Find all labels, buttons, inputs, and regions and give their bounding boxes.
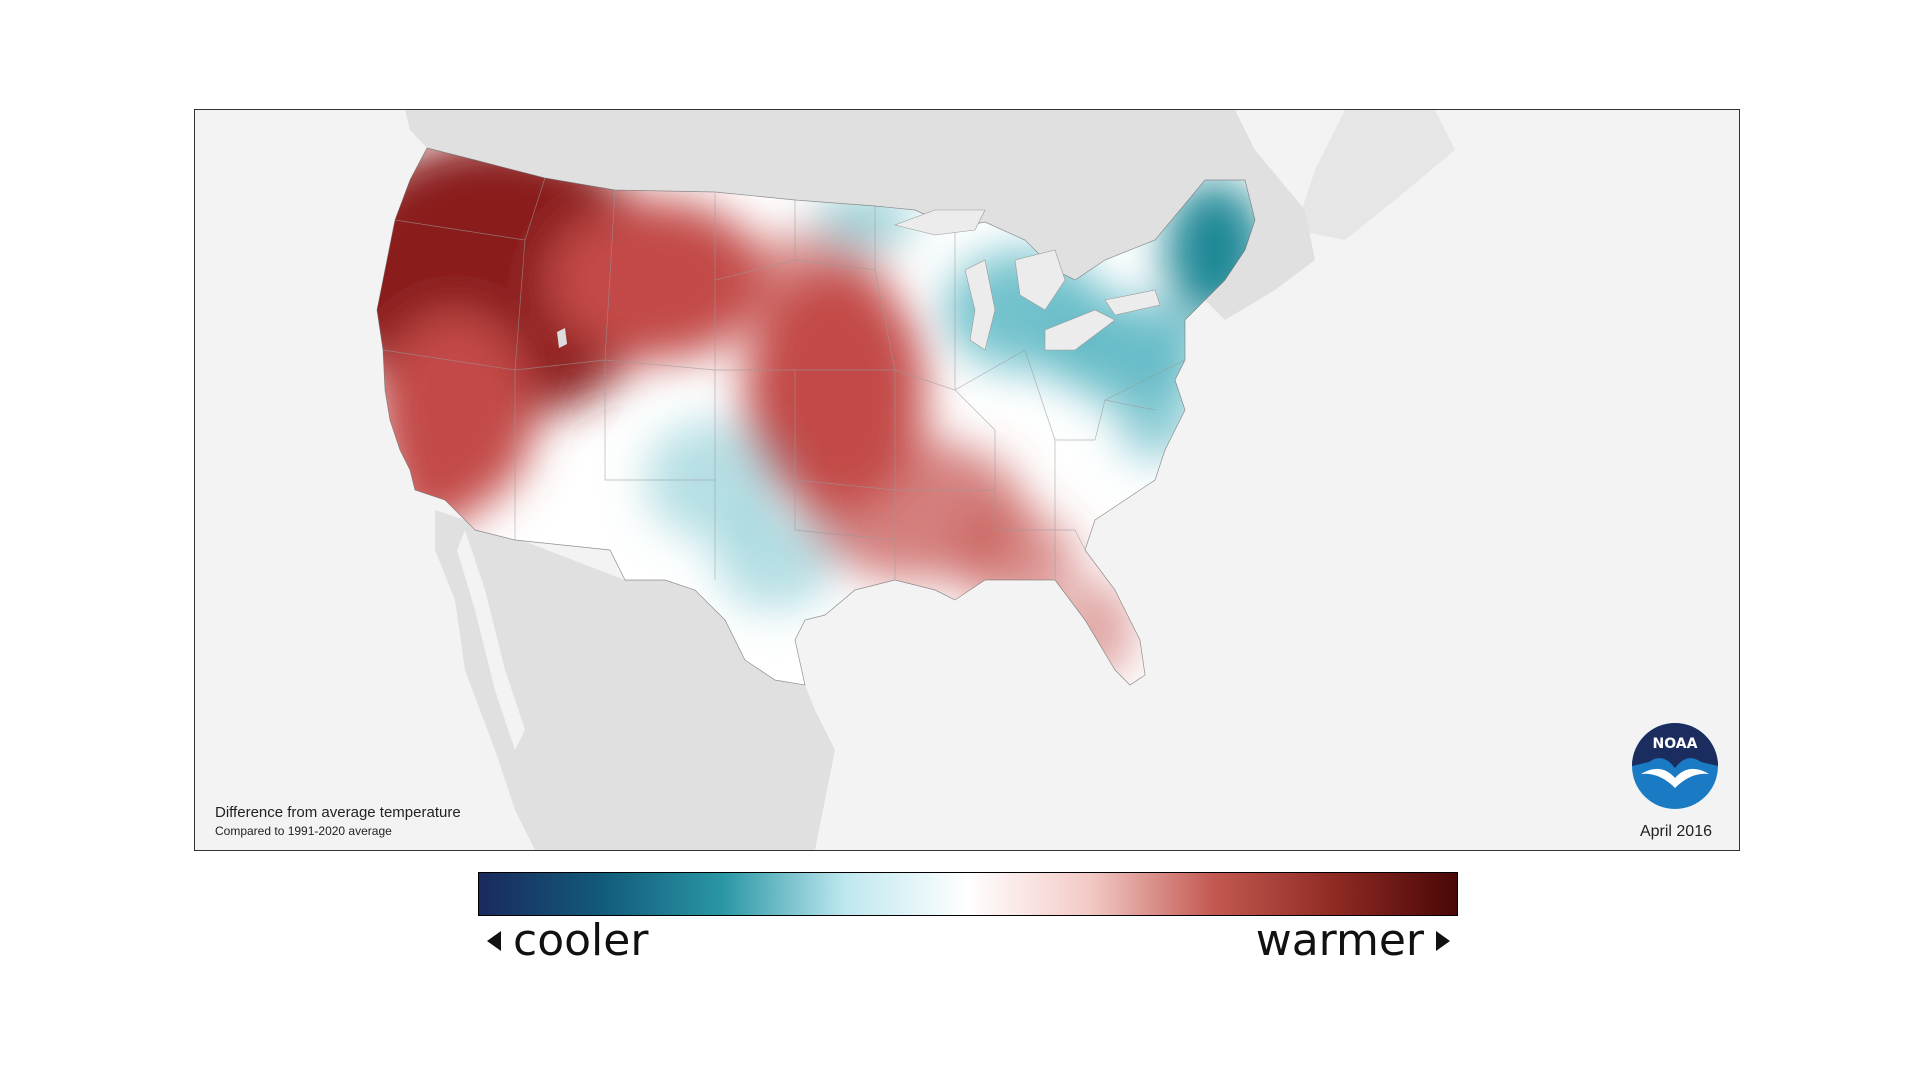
arrow-right-icon — [1436, 930, 1450, 951]
great-lakes — [893, 209, 1161, 351]
caption-title: Difference from average temperature — [215, 804, 461, 821]
color-scale-bar — [478, 872, 1458, 916]
arrow-left-icon — [487, 930, 501, 951]
map-canvas — [376, 110, 1455, 850]
surrounding-land — [405, 110, 1455, 850]
cooler-label: cooler — [513, 915, 649, 966]
temperature-anomaly-map: Difference from average temperature Comp… — [194, 109, 1740, 851]
caption-subtitle: Compared to 1991-2020 average — [215, 824, 392, 838]
warmer-label: warmer — [1255, 915, 1424, 966]
logo-text: NOAA — [1653, 736, 1698, 752]
great-salt-lake — [557, 328, 567, 348]
noaa-logo: NOAA — [1632, 723, 1718, 809]
map-caption: Difference from average temperature Comp… — [215, 804, 461, 838]
legend-cooler: cooler — [487, 915, 648, 966]
map-date: April 2016 — [1639, 823, 1712, 840]
legend-warmer: warmer — [1256, 915, 1450, 966]
